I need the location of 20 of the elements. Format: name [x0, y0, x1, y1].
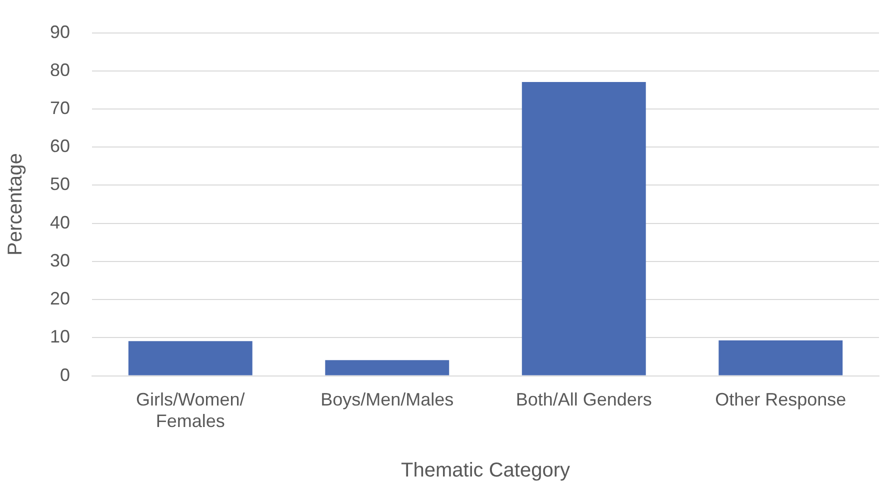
y-tick-label: 60 — [50, 136, 70, 156]
bar — [522, 82, 646, 376]
y-tick-label: 50 — [50, 174, 70, 194]
y-tick-label: 20 — [50, 288, 70, 309]
y-tick-label: 0 — [60, 364, 70, 385]
x-axis-title: Thematic Category — [401, 460, 570, 482]
bar — [128, 341, 252, 376]
y-tick-label: 10 — [50, 326, 70, 347]
x-tick-label: Other Response — [715, 390, 846, 410]
x-tick-label: Girls/Women/Females — [136, 390, 245, 432]
bar — [325, 360, 450, 376]
x-tick-label: Boys/Men/Males — [320, 390, 454, 410]
y-axis-title: Percentage — [4, 153, 27, 256]
y-tick-label: 80 — [50, 60, 70, 80]
y-tick-label: 30 — [50, 250, 70, 270]
y-tick-label: 40 — [50, 212, 70, 232]
x-tick-label: Both/All Genders — [516, 390, 652, 410]
y-tick-label: 90 — [50, 22, 70, 42]
bar — [718, 340, 843, 376]
y-tick-label: 70 — [50, 98, 70, 118]
